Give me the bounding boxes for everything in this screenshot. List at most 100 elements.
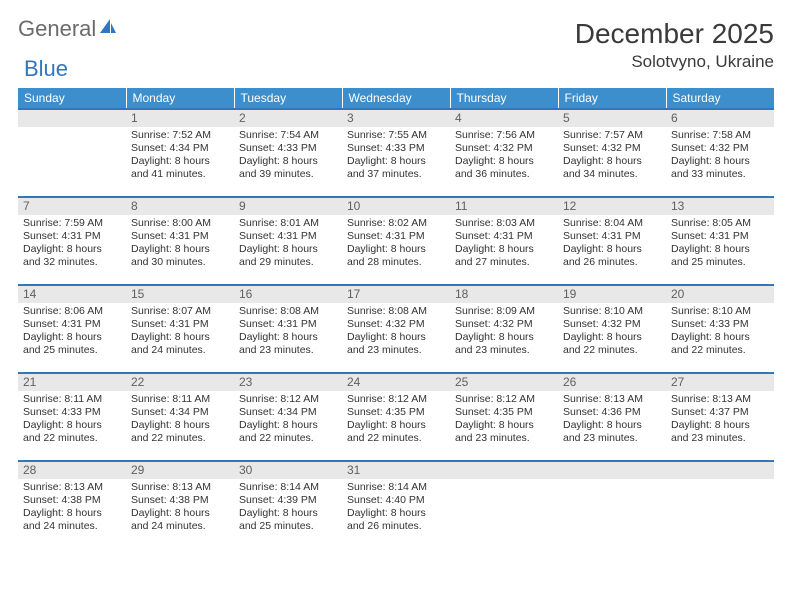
day-body [558, 479, 666, 541]
sunrise-text: Sunrise: 8:14 AM [239, 481, 337, 494]
sunset-text: Sunset: 4:32 PM [563, 142, 661, 155]
day-body: Sunrise: 8:13 AMSunset: 4:38 PMDaylight:… [18, 479, 126, 541]
day-body: Sunrise: 8:01 AMSunset: 4:31 PMDaylight:… [234, 215, 342, 277]
day-number: 6 [666, 108, 774, 127]
sail-icon [98, 17, 118, 35]
day-body: Sunrise: 8:09 AMSunset: 4:32 PMDaylight:… [450, 303, 558, 365]
calendar-cell: 18Sunrise: 8:09 AMSunset: 4:32 PMDayligh… [450, 284, 558, 372]
day-number: 7 [18, 196, 126, 215]
calendar-cell: 5Sunrise: 7:57 AMSunset: 4:32 PMDaylight… [558, 108, 666, 196]
day-body: Sunrise: 8:03 AMSunset: 4:31 PMDaylight:… [450, 215, 558, 277]
day-body: Sunrise: 7:55 AMSunset: 4:33 PMDaylight:… [342, 127, 450, 189]
day-body: Sunrise: 8:14 AMSunset: 4:40 PMDaylight:… [342, 479, 450, 541]
day-number: 11 [450, 196, 558, 215]
sunset-text: Sunset: 4:31 PM [239, 230, 337, 243]
daylight-text: Daylight: 8 hours and 22 minutes. [563, 331, 661, 357]
sunrise-text: Sunrise: 8:10 AM [671, 305, 769, 318]
daylight-text: Daylight: 8 hours and 22 minutes. [131, 419, 229, 445]
sunrise-text: Sunrise: 8:14 AM [347, 481, 445, 494]
sunrise-text: Sunrise: 8:02 AM [347, 217, 445, 230]
sunrise-text: Sunrise: 8:03 AM [455, 217, 553, 230]
day-body: Sunrise: 8:06 AMSunset: 4:31 PMDaylight:… [18, 303, 126, 365]
day-body: Sunrise: 8:14 AMSunset: 4:39 PMDaylight:… [234, 479, 342, 541]
calendar-cell: 26Sunrise: 8:13 AMSunset: 4:36 PMDayligh… [558, 372, 666, 460]
calendar-cell: 25Sunrise: 8:12 AMSunset: 4:35 PMDayligh… [450, 372, 558, 460]
sunset-text: Sunset: 4:38 PM [131, 494, 229, 507]
sunrise-text: Sunrise: 7:52 AM [131, 129, 229, 142]
calendar-cell: 21Sunrise: 8:11 AMSunset: 4:33 PMDayligh… [18, 372, 126, 460]
daylight-text: Daylight: 8 hours and 24 minutes. [131, 331, 229, 357]
day-body: Sunrise: 8:02 AMSunset: 4:31 PMDaylight:… [342, 215, 450, 277]
daylight-text: Daylight: 8 hours and 23 minutes. [455, 331, 553, 357]
daylight-text: Daylight: 8 hours and 22 minutes. [23, 419, 121, 445]
sunrise-text: Sunrise: 8:09 AM [455, 305, 553, 318]
sunset-text: Sunset: 4:32 PM [455, 318, 553, 331]
sunset-text: Sunset: 4:33 PM [23, 406, 121, 419]
sunset-text: Sunset: 4:35 PM [455, 406, 553, 419]
weekday-saturday: Saturday [666, 88, 774, 108]
sunset-text: Sunset: 4:32 PM [563, 318, 661, 331]
sunrise-text: Sunrise: 8:01 AM [239, 217, 337, 230]
sunset-text: Sunset: 4:31 PM [239, 318, 337, 331]
sunrise-text: Sunrise: 7:56 AM [455, 129, 553, 142]
weekday-friday: Friday [558, 88, 666, 108]
calendar-cell: 20Sunrise: 8:10 AMSunset: 4:33 PMDayligh… [666, 284, 774, 372]
day-body: Sunrise: 8:12 AMSunset: 4:35 PMDaylight:… [342, 391, 450, 453]
day-number: 8 [126, 196, 234, 215]
calendar-cell: 4Sunrise: 7:56 AMSunset: 4:32 PMDaylight… [450, 108, 558, 196]
sunset-text: Sunset: 4:33 PM [347, 142, 445, 155]
day-body: Sunrise: 8:12 AMSunset: 4:34 PMDaylight:… [234, 391, 342, 453]
day-number: 2 [234, 108, 342, 127]
daylight-text: Daylight: 8 hours and 23 minutes. [455, 419, 553, 445]
sunset-text: Sunset: 4:34 PM [131, 142, 229, 155]
weekday-monday: Monday [126, 88, 234, 108]
calendar-cell: 29Sunrise: 8:13 AMSunset: 4:38 PMDayligh… [126, 460, 234, 548]
page-subtitle: Solotvyno, Ukraine [575, 52, 774, 72]
daylight-text: Daylight: 8 hours and 22 minutes. [671, 331, 769, 357]
sunrise-text: Sunrise: 8:00 AM [131, 217, 229, 230]
daylight-text: Daylight: 8 hours and 23 minutes. [239, 331, 337, 357]
day-body: Sunrise: 8:05 AMSunset: 4:31 PMDaylight:… [666, 215, 774, 277]
sunset-text: Sunset: 4:31 PM [563, 230, 661, 243]
day-number: 22 [126, 372, 234, 391]
weekday-sunday: Sunday [18, 88, 126, 108]
day-body [18, 127, 126, 189]
day-number: 26 [558, 372, 666, 391]
day-number: 16 [234, 284, 342, 303]
day-number: 10 [342, 196, 450, 215]
daylight-text: Daylight: 8 hours and 22 minutes. [347, 419, 445, 445]
day-body: Sunrise: 7:59 AMSunset: 4:31 PMDaylight:… [18, 215, 126, 277]
day-number: 28 [18, 460, 126, 479]
calendar-cell: 22Sunrise: 8:11 AMSunset: 4:34 PMDayligh… [126, 372, 234, 460]
weekday-wednesday: Wednesday [342, 88, 450, 108]
day-number [558, 460, 666, 479]
sunset-text: Sunset: 4:32 PM [671, 142, 769, 155]
sunset-text: Sunset: 4:33 PM [239, 142, 337, 155]
daylight-text: Daylight: 8 hours and 23 minutes. [347, 331, 445, 357]
day-number: 21 [18, 372, 126, 391]
calendar-cell: 28Sunrise: 8:13 AMSunset: 4:38 PMDayligh… [18, 460, 126, 548]
calendar-table: Sunday Monday Tuesday Wednesday Thursday… [18, 88, 774, 548]
sunrise-text: Sunrise: 7:54 AM [239, 129, 337, 142]
calendar-cell: 13Sunrise: 8:05 AMSunset: 4:31 PMDayligh… [666, 196, 774, 284]
calendar-cell: 30Sunrise: 8:14 AMSunset: 4:39 PMDayligh… [234, 460, 342, 548]
sunrise-text: Sunrise: 8:08 AM [347, 305, 445, 318]
calendar-cell [450, 460, 558, 548]
calendar-cell: 6Sunrise: 7:58 AMSunset: 4:32 PMDaylight… [666, 108, 774, 196]
calendar-cell: 24Sunrise: 8:12 AMSunset: 4:35 PMDayligh… [342, 372, 450, 460]
sunrise-text: Sunrise: 8:06 AM [23, 305, 121, 318]
sunrise-text: Sunrise: 8:04 AM [563, 217, 661, 230]
sunrise-text: Sunrise: 8:12 AM [347, 393, 445, 406]
day-number: 18 [450, 284, 558, 303]
day-body [450, 479, 558, 541]
daylight-text: Daylight: 8 hours and 39 minutes. [239, 155, 337, 181]
calendar-cell: 19Sunrise: 8:10 AMSunset: 4:32 PMDayligh… [558, 284, 666, 372]
sunset-text: Sunset: 4:34 PM [131, 406, 229, 419]
day-number: 25 [450, 372, 558, 391]
logo-word-1: General [18, 18, 96, 40]
sunrise-text: Sunrise: 8:08 AM [239, 305, 337, 318]
sunset-text: Sunset: 4:31 PM [131, 318, 229, 331]
calendar-week-row: 7Sunrise: 7:59 AMSunset: 4:31 PMDaylight… [18, 196, 774, 284]
daylight-text: Daylight: 8 hours and 33 minutes. [671, 155, 769, 181]
day-body: Sunrise: 7:56 AMSunset: 4:32 PMDaylight:… [450, 127, 558, 189]
